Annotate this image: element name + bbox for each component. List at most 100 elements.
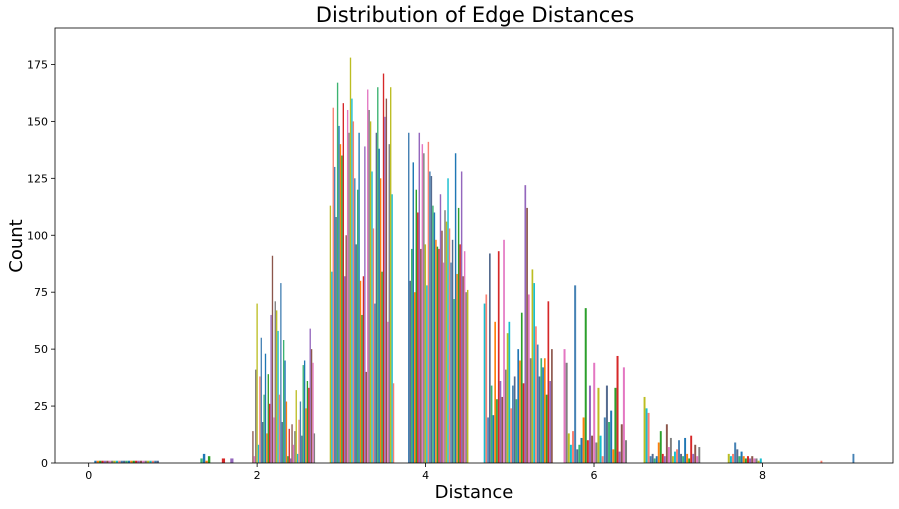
bar-group-0-19 (139, 460, 143, 463)
bar-group-5-18 (435, 239, 437, 463)
bar-group-8-22 (688, 458, 691, 463)
bar-group-3-32 (296, 453, 299, 463)
bar-group-4-1 (331, 271, 333, 463)
bar-group-3-6 (260, 337, 262, 463)
bar-group-4-11 (345, 235, 347, 463)
bar-group-3-0 (252, 431, 254, 463)
bar-group-6-18 (515, 399, 518, 463)
y-axis-label: Count (6, 219, 27, 272)
bar-group-8-21 (686, 453, 689, 463)
bar-group-5-11 (424, 244, 427, 463)
bar-group-4-13 (348, 132, 350, 463)
bar-group-0-14 (127, 460, 131, 463)
bar-group-4-39 (385, 98, 388, 463)
bar-group-1-2 (205, 460, 208, 463)
bar-group-6-9 (499, 381, 502, 463)
bar-group-6-12 (504, 369, 507, 463)
x-tick-label: 8 (759, 469, 766, 482)
bar-group-4-14 (349, 57, 352, 464)
bar-group-8-20 (684, 437, 687, 463)
bar-group-0-1 (96, 460, 99, 463)
bar-group-4-22 (361, 314, 363, 463)
bar-group-4-9 (342, 103, 344, 463)
bar-group-3-16 (274, 301, 276, 463)
bar-group-4-31 (374, 303, 376, 463)
bar-group-6-32 (540, 358, 543, 463)
y-tick-label: 0 (41, 457, 48, 470)
bar-group-4-42 (390, 87, 392, 464)
bar-group-5-13 (427, 141, 430, 463)
bar-group-6-21 (520, 312, 523, 463)
plot-frame (54, 27, 894, 464)
bar-group-5-0 (408, 132, 410, 463)
bar-group-3-30 (294, 431, 296, 463)
bar-group-3-36 (302, 365, 304, 463)
bar-group-8-14 (671, 456, 674, 463)
bar-group-8-9 (661, 453, 664, 463)
bar-group-3-3 (256, 303, 258, 463)
bar-group-4-35 (379, 178, 382, 463)
bar-group-4-38 (384, 116, 386, 463)
bar-group-4-19 (357, 189, 359, 463)
bar-group-8-17 (678, 440, 680, 463)
bar-group-5-9 (421, 144, 424, 463)
bar-group-6-16 (512, 385, 514, 463)
bar-group-3-19 (278, 394, 281, 463)
bar-group-6-19 (517, 349, 520, 463)
bar-group-5-30 (453, 299, 455, 463)
bar-group-7-24 (614, 387, 617, 463)
bar-group-3-12 (269, 403, 271, 463)
bar-group-0-15 (130, 460, 133, 463)
bar-group-8-18 (680, 453, 683, 463)
bar-group-5-32 (456, 273, 458, 463)
bar-group-9-12 (753, 458, 756, 463)
bar-group-7-11 (586, 440, 589, 463)
bar-group-7-4 (572, 431, 575, 463)
bar-group-7-3 (569, 444, 572, 463)
bar-group-7-9 (582, 417, 585, 463)
bar-group-1-1 (202, 453, 206, 463)
bar-group-4-43 (391, 194, 393, 463)
bar-group-5-37 (463, 251, 466, 463)
bar-group-3-26 (288, 428, 290, 463)
bar-group-4-28 (369, 121, 372, 463)
bar-group-6-15 (510, 408, 512, 463)
bar-group-7-22 (610, 410, 613, 463)
bar-group-4-3 (334, 166, 336, 463)
bar-group-5-4 (414, 292, 416, 463)
bar-group-7-10 (584, 308, 587, 463)
y-tick-label: 150 (27, 115, 48, 128)
bar-group-6-36 (547, 301, 550, 463)
bar-group-3-37 (303, 360, 306, 463)
bar-group-5-22 (441, 230, 443, 463)
bar-group-4-2 (332, 107, 334, 464)
bar-group-7-15 (595, 442, 598, 463)
y-axis: 0 25 50 75 100 125 150 175 (27, 58, 55, 470)
bar-group-0-4 (103, 460, 107, 463)
bar-group-8-7 (657, 442, 660, 463)
bar-group-6-7 (496, 399, 498, 463)
bar-group-6-11 (503, 239, 505, 463)
bar-group-3-9 (264, 353, 267, 463)
bar-group-6-3 (489, 253, 491, 463)
bar-group-3-27 (289, 458, 292, 463)
bar-group-6-10 (501, 396, 504, 463)
bar-group-3-28 (291, 424, 293, 463)
bar-group-4-26 (367, 89, 369, 464)
bar-group-9-9 (746, 456, 749, 463)
bar-group-4-36 (381, 271, 383, 463)
bar-group-4-16 (352, 121, 355, 463)
bar-group-6-20 (519, 360, 521, 463)
bar-group-4-12 (346, 109, 349, 464)
bar-group-7-13 (591, 435, 594, 463)
bar-group-9-3 (734, 442, 737, 463)
bar-group-0-24 (151, 460, 155, 463)
bar-group-5-1 (409, 280, 411, 463)
bar-group-9-8 (744, 458, 747, 463)
y-tick-label: 100 (27, 229, 48, 242)
bar-group-5-23 (442, 262, 445, 463)
bar-group-4-33 (377, 87, 379, 464)
bar-group-0-0 (94, 460, 97, 463)
x-axis-label: Distance (435, 482, 514, 503)
bar-group-3-7 (262, 422, 264, 463)
